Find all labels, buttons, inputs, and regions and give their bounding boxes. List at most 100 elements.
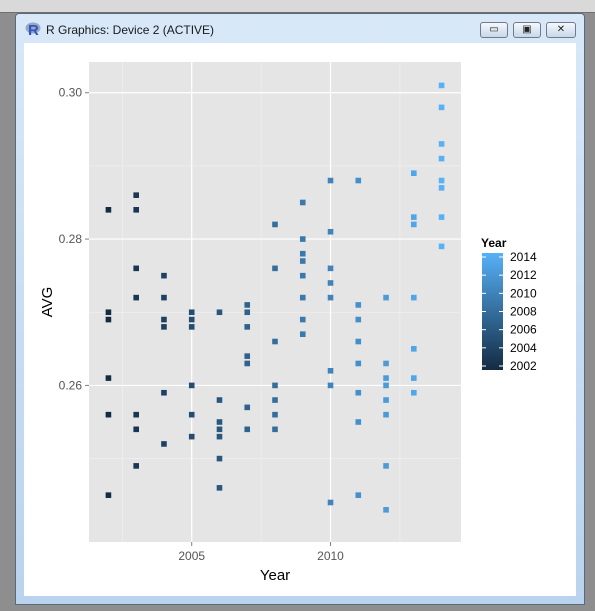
data-point: [244, 302, 251, 308]
data-point: [355, 316, 362, 323]
data-point: [133, 426, 139, 433]
data-point: [411, 389, 417, 396]
data-point: [188, 382, 195, 389]
data-point: [244, 309, 251, 316]
data-point: [299, 258, 306, 264]
minimize-icon: ▭: [489, 24, 499, 35]
data-point: [383, 397, 389, 403]
data-point: [355, 419, 362, 425]
data-point: [327, 499, 334, 506]
data-point: [105, 492, 112, 498]
data-point: [188, 433, 195, 440]
data-point: [105, 309, 112, 316]
data-point: [299, 331, 306, 337]
data-point: [299, 250, 306, 257]
data-point: [272, 397, 278, 403]
data-point: [244, 426, 251, 433]
data-point: [161, 272, 167, 279]
data-point: [161, 324, 167, 330]
data-point: [161, 316, 167, 323]
restore-icon: ▣: [522, 24, 532, 35]
data-point: [188, 411, 195, 418]
data-point: [216, 426, 223, 433]
data-point: [383, 294, 389, 301]
data-point: [355, 302, 362, 308]
legend-label: 2004: [510, 341, 537, 355]
data-point: [327, 228, 334, 235]
data-point: [438, 104, 445, 111]
x-tick-label: 2010: [317, 549, 344, 563]
data-point: [327, 280, 334, 286]
data-point: [383, 375, 389, 381]
data-point: [299, 236, 306, 242]
data-point: [244, 353, 251, 359]
minimize-button[interactable]: ▭: [480, 22, 508, 38]
data-point: [411, 214, 417, 220]
data-point: [355, 360, 362, 367]
data-points: [105, 82, 445, 513]
legend-label: 2002: [510, 359, 537, 373]
data-point: [105, 411, 112, 418]
data-point: [272, 382, 278, 389]
data-point: [438, 185, 445, 191]
data-point: [355, 338, 362, 345]
data-point: [272, 426, 278, 433]
data-point: [272, 411, 278, 418]
legend-label: 2012: [510, 268, 537, 282]
data-point: [244, 324, 251, 330]
y-tick-label: 0.26: [59, 378, 83, 392]
data-point: [216, 419, 223, 425]
legend-label: 2014: [510, 250, 537, 264]
data-point: [383, 382, 389, 389]
window-title: R Graphics: Device 2 (ACTIVE): [46, 23, 215, 37]
data-point: [133, 207, 139, 213]
data-point: [272, 265, 278, 272]
data-point: [327, 367, 334, 374]
data-point: [438, 155, 445, 162]
data-point: [272, 221, 278, 228]
data-point: [355, 177, 362, 184]
data-point: [411, 170, 417, 177]
data-point: [438, 177, 445, 184]
r-logo-letter: R: [28, 22, 39, 37]
data-point: [133, 294, 139, 301]
data-point: [244, 404, 251, 411]
x-axis-ticks: 2005 2010: [178, 542, 344, 563]
data-point: [188, 324, 195, 330]
data-point: [411, 346, 417, 352]
restore-button[interactable]: ▣: [513, 22, 541, 38]
close-icon: ✕: [556, 24, 566, 35]
data-point: [216, 455, 223, 462]
data-point: [355, 389, 362, 396]
data-point: [411, 221, 417, 228]
y-axis-label: AVG: [39, 287, 56, 318]
r-logo-icon: R: [25, 22, 41, 37]
data-point: [188, 309, 195, 316]
title-bar[interactable]: R R Graphics: Device 2 (ACTIVE) ▭ ▣ ✕: [16, 14, 584, 44]
data-point: [438, 82, 445, 89]
data-point: [272, 338, 278, 345]
data-point: [133, 192, 139, 198]
data-point: [299, 316, 306, 323]
close-button[interactable]: ✕: [546, 22, 576, 38]
data-point: [327, 382, 334, 389]
data-point: [383, 507, 389, 513]
data-point: [216, 433, 223, 440]
data-point: [383, 360, 389, 367]
data-point: [438, 243, 445, 250]
legend-label: 2006: [510, 323, 537, 337]
plot-area-client: 0.26 0.28 0.30 2005 2010 Year AVG Year 2014…: [24, 43, 576, 596]
y-tick-label: 0.30: [59, 86, 83, 100]
data-point: [383, 411, 389, 418]
data-point: [161, 441, 167, 447]
data-point: [105, 207, 112, 213]
data-point: [133, 411, 139, 418]
data-point: [327, 177, 334, 184]
data-point: [299, 199, 306, 206]
data-point: [216, 309, 223, 316]
data-point: [327, 265, 334, 272]
data-point: [411, 375, 417, 381]
legend-label: 2008: [510, 305, 537, 319]
r-graphics-window: R R Graphics: Device 2 (ACTIVE) ▭ ▣ ✕ 0.…: [15, 13, 585, 605]
data-point: [216, 485, 223, 491]
